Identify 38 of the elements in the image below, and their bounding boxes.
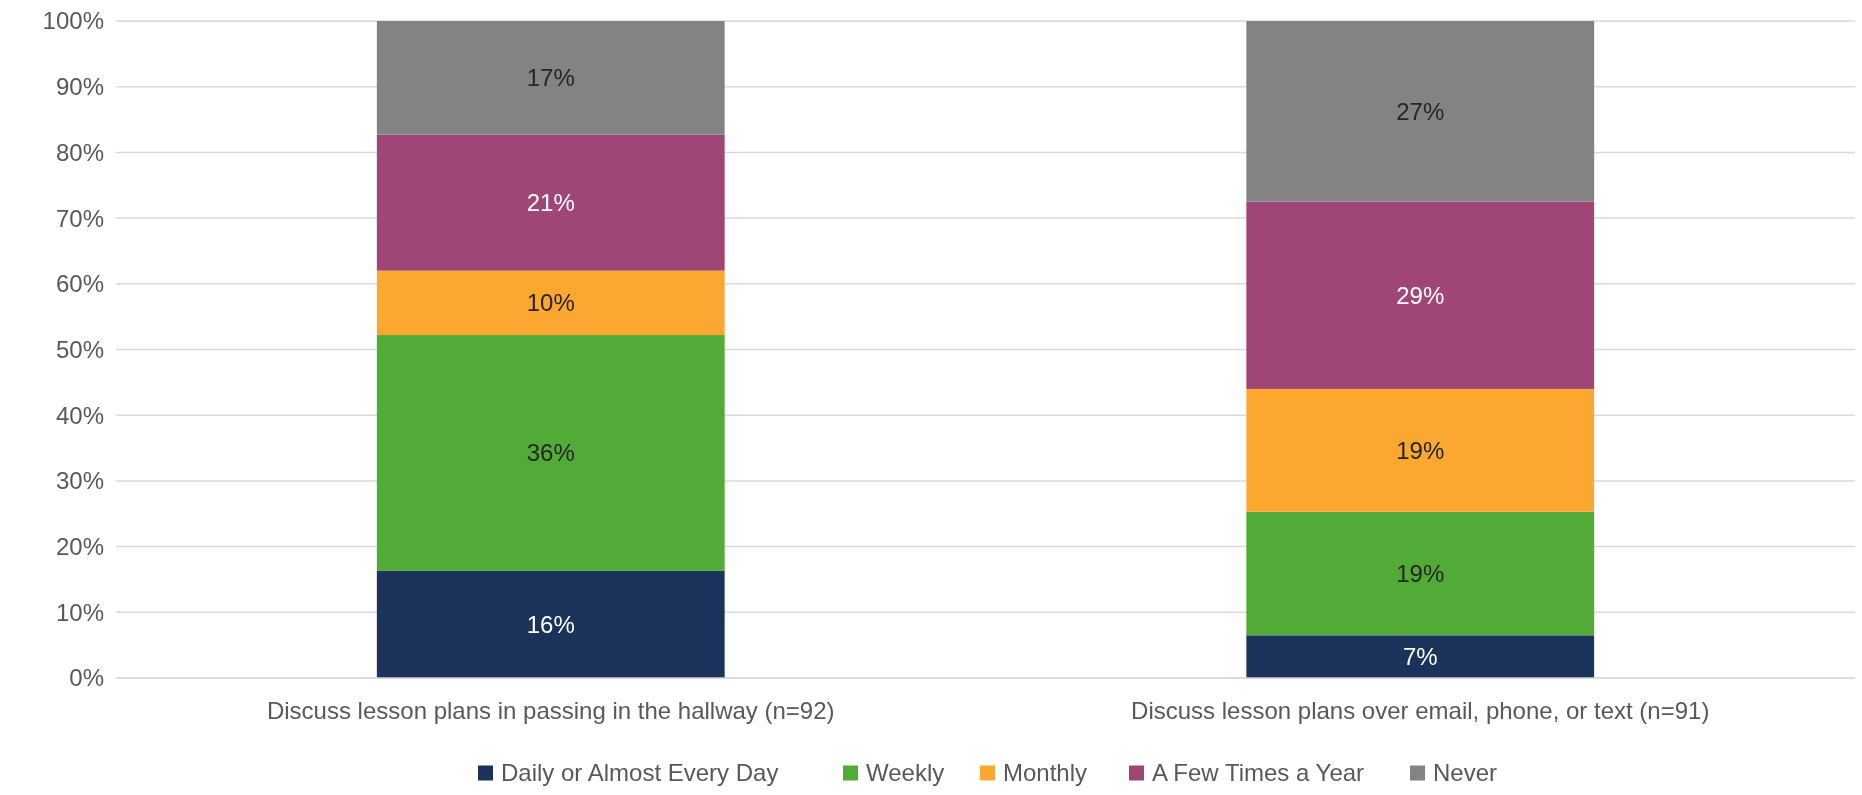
y-tick-label: 70% [55,204,104,232]
bar [1246,388,1595,512]
legend-label: A Few Times a Year [1152,759,1365,787]
data-label: 29% [1396,281,1445,309]
data-label: 27% [1396,97,1445,125]
y-tick-label: 50% [55,335,104,363]
bar [1246,511,1595,636]
y-tick-label: 10% [55,598,104,626]
x-tick-label: Discuss lesson plans over email, phone, or text (n=91) [1131,697,1710,724]
y-tick-label: 0% [69,664,104,692]
bar [376,570,725,678]
y-tick-label: 100% [42,7,104,35]
data-label: 19% [1396,436,1445,464]
legend-label: Weekly [866,759,945,787]
bar [1246,635,1595,678]
bar [376,270,725,336]
data-label: 17% [526,64,575,92]
y-tick-label: 60% [55,270,104,298]
y-tick-label: 80% [55,138,104,166]
data-label: 36% [526,439,575,467]
y-tick-label: 90% [55,73,104,101]
bar [1246,201,1595,389]
bar [376,21,725,135]
bar [376,335,725,571]
data-label: 7% [1402,643,1438,671]
data-label: 21% [526,189,575,217]
x-tick-label: Discuss lesson plans in passing in the hallway (n=92) [266,697,835,724]
legend-label: Never [1433,759,1498,787]
y-tick-label: 30% [55,467,104,495]
y-tick-label: 20% [55,533,104,560]
legend-label: Monthly [1003,759,1088,787]
bar [376,134,725,271]
legend-label: Daily or Almost Every Day [501,759,779,787]
bar [1246,21,1595,202]
data-label: 19% [1396,559,1445,587]
data-label: 16% [526,610,575,638]
data-label: 10% [526,289,575,317]
y-tick-label: 40% [55,401,104,429]
